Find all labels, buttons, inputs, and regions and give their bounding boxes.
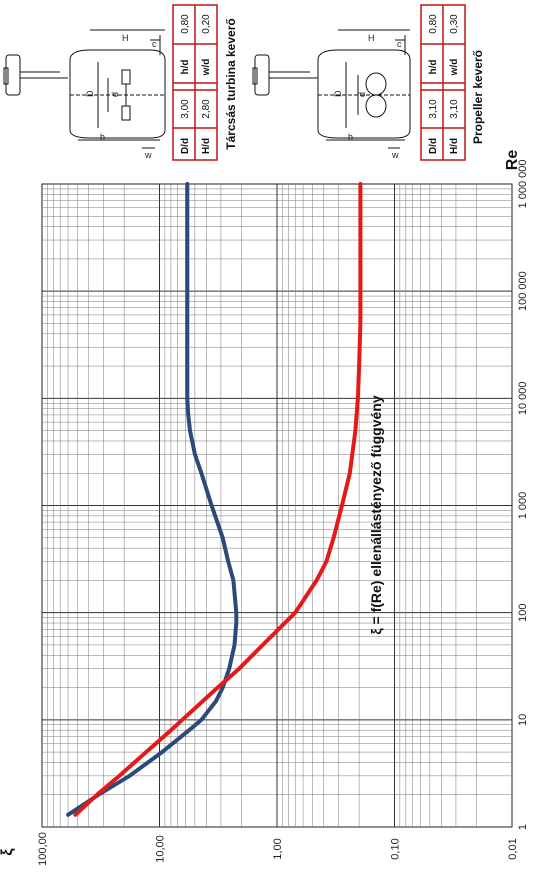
turbine-ratio-table: D/d 3,00 h/d 0,80 H/d 2,80 w/d 0,20	[172, 4, 218, 161]
dim-label-D: D	[333, 90, 343, 97]
y-tick-label: 0,10	[390, 838, 402, 859]
cell-Dd-label: D/d	[428, 138, 439, 154]
y-tick-label: 10,00	[155, 835, 167, 863]
dim-label-w: w	[144, 150, 152, 160]
cell-Dd-value: 3,10	[428, 99, 439, 119]
x-tick-label: 100 000	[517, 271, 529, 311]
cell-hd-value: 0,80	[180, 14, 191, 34]
cell-hd-value: 0,80	[428, 14, 439, 34]
cell-hd-label: h/d	[180, 60, 191, 75]
dim-label-D: D	[85, 90, 95, 97]
dim-label-c: c	[397, 39, 402, 49]
cell-Hd-value: 2,80	[201, 99, 212, 119]
cell-wd-value: 0,20	[201, 14, 212, 34]
cell-wd-label: w/d	[201, 59, 212, 77]
y-tick-label: 100,00	[37, 832, 49, 866]
dim-label-H: H	[122, 33, 129, 43]
series-line-1	[73, 182, 363, 817]
propeller-ratio-table: D/d 3,10 h/d 0,80 H/d 3,10 w/d 0,30	[420, 4, 466, 161]
x-tick-label: 10	[517, 714, 529, 726]
cell-hd-label: h/d	[428, 60, 439, 75]
cell-Hd-label: H/d	[201, 138, 212, 154]
turbine-caption: Tárcsás turbina keverő	[224, 18, 238, 149]
cell-wd-value: 0,30	[449, 14, 460, 34]
x-tick-label: 1 000 000	[517, 160, 529, 209]
diagram-turbine: H D d h w c D/d 3,00 h/d 0,80 H/d 2,80 w…	[3, 4, 238, 161]
dim-label-H: H	[368, 33, 375, 43]
dim-label-c: c	[152, 39, 157, 49]
series-line-0	[66, 182, 239, 817]
plot-curves	[66, 182, 363, 817]
plot-ticks: 1 10 100 1 000 10 000 100 000 1 000 000 0,01 0,1…	[37, 160, 529, 866]
x-tick-label: 100	[517, 603, 529, 621]
cell-Dd-value: 3,00	[180, 99, 191, 119]
cell-wd-label: w/d	[449, 59, 460, 77]
turbine-vessel-sketch	[3, 29, 166, 149]
dim-label-w: w	[391, 150, 399, 160]
y-axis-label: ξ	[0, 848, 16, 856]
plot-grid	[41, 183, 513, 828]
cell-Hd-label: H/d	[449, 138, 460, 154]
cell-Dd-label: D/d	[180, 138, 191, 154]
y-tick-label: 0,01	[507, 838, 519, 859]
chart-title: ξ = f(Re) ellenállástényező függvény	[368, 395, 384, 634]
diagram-propeller: H D d h w c D/d 3,10 h/d 0,80 H/d 3,10 w…	[252, 4, 485, 161]
cell-Hd-value: 3,10	[449, 99, 460, 119]
y-tick-label: 1,00	[272, 838, 284, 859]
dim-label-h: h	[348, 132, 353, 142]
x-tick-label: 1 000	[517, 492, 529, 520]
x-tick-label: 1	[517, 824, 529, 830]
propeller-vessel-sketch	[252, 29, 411, 149]
dim-label-h: h	[100, 132, 105, 142]
dim-label-d: d	[110, 92, 120, 97]
x-tick-label: 10 000	[517, 382, 529, 416]
x-axis-label: Re	[504, 150, 521, 171]
propeller-caption: Propeller keverő	[471, 50, 485, 144]
dim-label-d: d	[357, 92, 367, 97]
